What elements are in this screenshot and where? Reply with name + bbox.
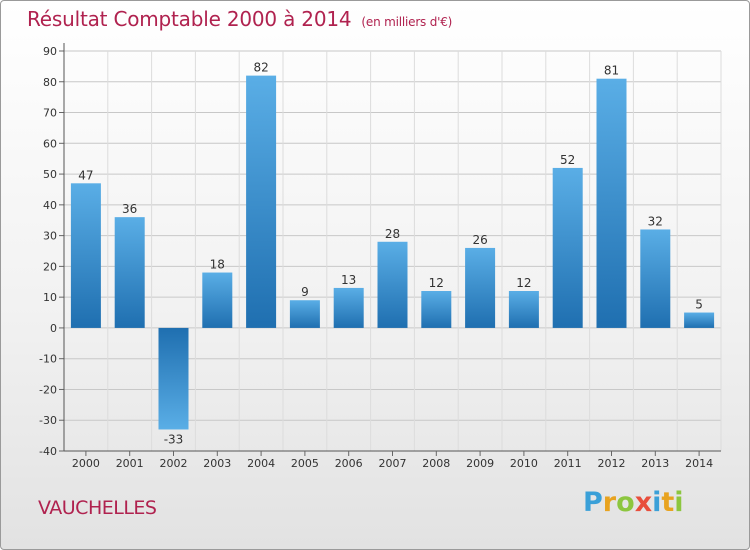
- logo-letter: x: [634, 487, 653, 518]
- y-tick-label: 20: [43, 260, 57, 273]
- y-tick-label: 40: [43, 199, 57, 212]
- logo-letter: i: [674, 487, 684, 518]
- bar: [158, 327, 189, 430]
- x-tick-label: 2013: [641, 457, 669, 470]
- logo-letter: i: [652, 487, 662, 518]
- bar: [465, 247, 496, 328]
- bar-value-label: 32: [648, 214, 663, 228]
- logo-letter: P: [583, 487, 603, 518]
- logo-letter: o: [616, 487, 635, 518]
- x-tick-label: 2014: [685, 457, 713, 470]
- y-tick-label: 50: [43, 168, 57, 181]
- y-tick-label: -20: [39, 383, 57, 396]
- y-tick-label: 0: [50, 322, 57, 335]
- bar: [114, 217, 145, 328]
- bar-value-label: 12: [516, 276, 531, 290]
- bar-value-label: 12: [429, 276, 444, 290]
- bar-value-label: 9: [301, 285, 309, 299]
- bar: [640, 229, 671, 328]
- bar: [289, 300, 320, 328]
- chart-subtitle: (en milliers d'€): [361, 15, 453, 29]
- label-layer: 47 36 -33 18 82 9 13 28 12 26 12 52 81 32 5: [78, 61, 703, 447]
- place-name: VAUCHELLES: [38, 497, 157, 519]
- x-tick-label: 2007: [379, 457, 407, 470]
- y-tick-label: 80: [43, 76, 57, 89]
- x-tick-label: 2005: [291, 457, 319, 470]
- proxiti-logo[interactable]: Proxiti: [583, 487, 684, 518]
- bar-value-label: 18: [210, 258, 225, 272]
- x-tick-label: 2008: [422, 457, 450, 470]
- bar-value-label: 81: [604, 64, 619, 78]
- logo-letter: r: [602, 487, 617, 518]
- y-tick-label: -40: [39, 445, 57, 458]
- bar: [70, 183, 101, 328]
- chart-title-text: Résultat Comptable 2000 à 2014: [27, 7, 352, 31]
- bar: [246, 75, 277, 328]
- chart-title: Résultat Comptable 2000 à 2014 (en millie…: [27, 7, 452, 31]
- bar: [377, 241, 408, 328]
- x-tick-label: 2004: [247, 457, 275, 470]
- bar: [684, 312, 715, 328]
- x-tick-label: 2012: [598, 457, 626, 470]
- y-tick-label: 70: [43, 107, 57, 120]
- bar-value-label: 82: [253, 61, 268, 75]
- bar-value-label: 13: [341, 273, 356, 287]
- bar-value-label: 52: [560, 153, 575, 167]
- y-tick-label: 90: [43, 45, 57, 58]
- bar-value-label: -33: [164, 432, 184, 446]
- bar-value-label: 28: [385, 227, 400, 241]
- y-tick-label: -10: [39, 353, 57, 366]
- logo-letter: t: [661, 487, 675, 518]
- bar: [508, 291, 539, 328]
- x-tick-label: 2011: [554, 457, 582, 470]
- y-tick-label: 60: [43, 137, 57, 150]
- x-tick-label: 2000: [72, 457, 100, 470]
- y-tick-label: 30: [43, 230, 57, 243]
- bar-value-label: 36: [122, 202, 137, 216]
- bar: [596, 78, 627, 328]
- bar: [202, 272, 233, 328]
- bar-value-label: 47: [78, 168, 93, 182]
- x-tick-label: 2003: [203, 457, 231, 470]
- x-tick-label: 2001: [116, 457, 144, 470]
- bar-value-label: 5: [695, 298, 703, 312]
- x-tick-label: 2009: [466, 457, 494, 470]
- bar: [333, 287, 364, 328]
- bar: [421, 291, 452, 328]
- x-tick-label: 2002: [160, 457, 188, 470]
- bar: [552, 167, 583, 328]
- bar-layer: [70, 75, 715, 430]
- x-tick-label: 2006: [335, 457, 363, 470]
- x-tick-label: 2010: [510, 457, 538, 470]
- y-tick-label: 10: [43, 291, 57, 304]
- bar-value-label: 26: [472, 233, 487, 247]
- y-tick-label: -30: [39, 414, 57, 427]
